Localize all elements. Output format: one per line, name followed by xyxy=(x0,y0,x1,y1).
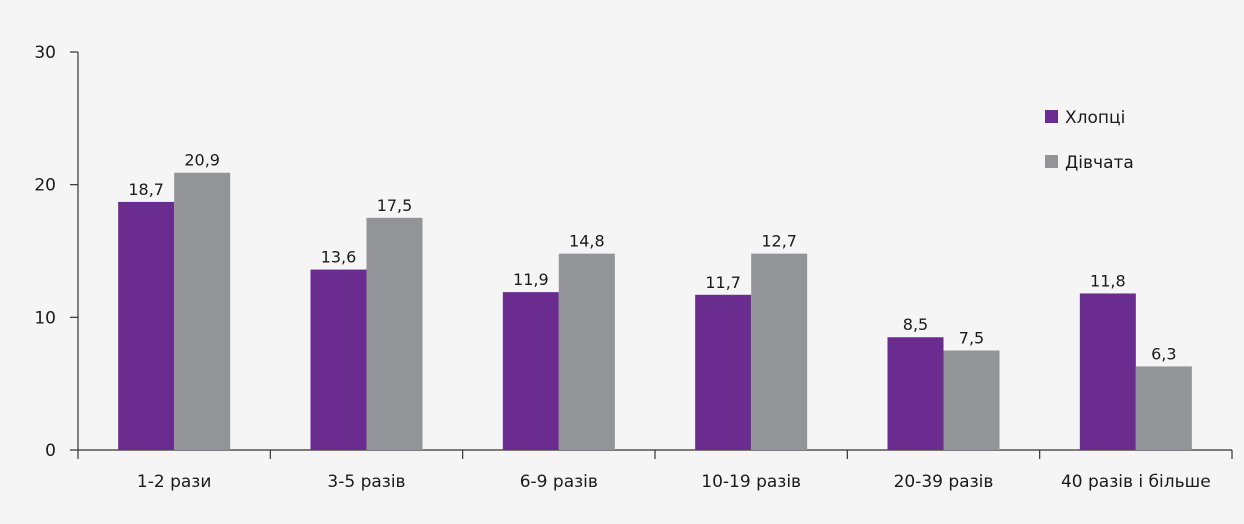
bar-boys xyxy=(1079,293,1136,450)
bar-girls xyxy=(174,172,231,450)
data-label: 11,7 xyxy=(705,273,741,292)
data-label: 20,9 xyxy=(184,151,220,170)
bar-boys xyxy=(502,292,559,450)
data-label: 14,8 xyxy=(569,232,605,251)
x-tick-label: 6-9 разів xyxy=(520,472,598,492)
bar-boys xyxy=(118,201,175,450)
bar-girls xyxy=(558,253,615,450)
bar-girls xyxy=(751,253,808,450)
data-label: 6,3 xyxy=(1151,344,1176,363)
data-label: 17,5 xyxy=(377,196,413,215)
y-tick-label: 20 xyxy=(34,176,56,196)
x-tick-label: 1-2 рази xyxy=(137,472,211,492)
legend-label: Дівчата xyxy=(1065,153,1134,173)
legend-label: Хлопці xyxy=(1065,108,1125,128)
x-tick-label: 3-5 разів xyxy=(327,472,405,492)
y-tick-label: 30 xyxy=(34,43,56,63)
bar-girls xyxy=(366,217,423,450)
bar-girls xyxy=(943,350,1000,450)
legend-swatch xyxy=(1045,155,1058,168)
bar-boys xyxy=(310,269,367,450)
legend-swatch xyxy=(1045,110,1058,123)
y-tick-label: 10 xyxy=(34,308,56,328)
x-tick-label: 40 разів і більше xyxy=(1061,472,1211,492)
bar-boys xyxy=(887,337,944,450)
x-tick-label: 20-39 разів xyxy=(894,472,994,492)
data-label: 7,5 xyxy=(959,329,984,348)
data-label: 11,8 xyxy=(1090,271,1126,290)
data-label: 13,6 xyxy=(321,248,357,267)
data-label: 11,9 xyxy=(513,270,549,289)
data-label: 18,7 xyxy=(128,180,164,199)
x-tick-label: 10-19 разів xyxy=(701,472,801,492)
bar-girls xyxy=(1135,366,1192,450)
data-label: 8,5 xyxy=(903,315,928,334)
y-tick-label: 0 xyxy=(45,441,56,461)
data-label: 12,7 xyxy=(761,232,797,251)
bar-boys xyxy=(695,294,752,450)
